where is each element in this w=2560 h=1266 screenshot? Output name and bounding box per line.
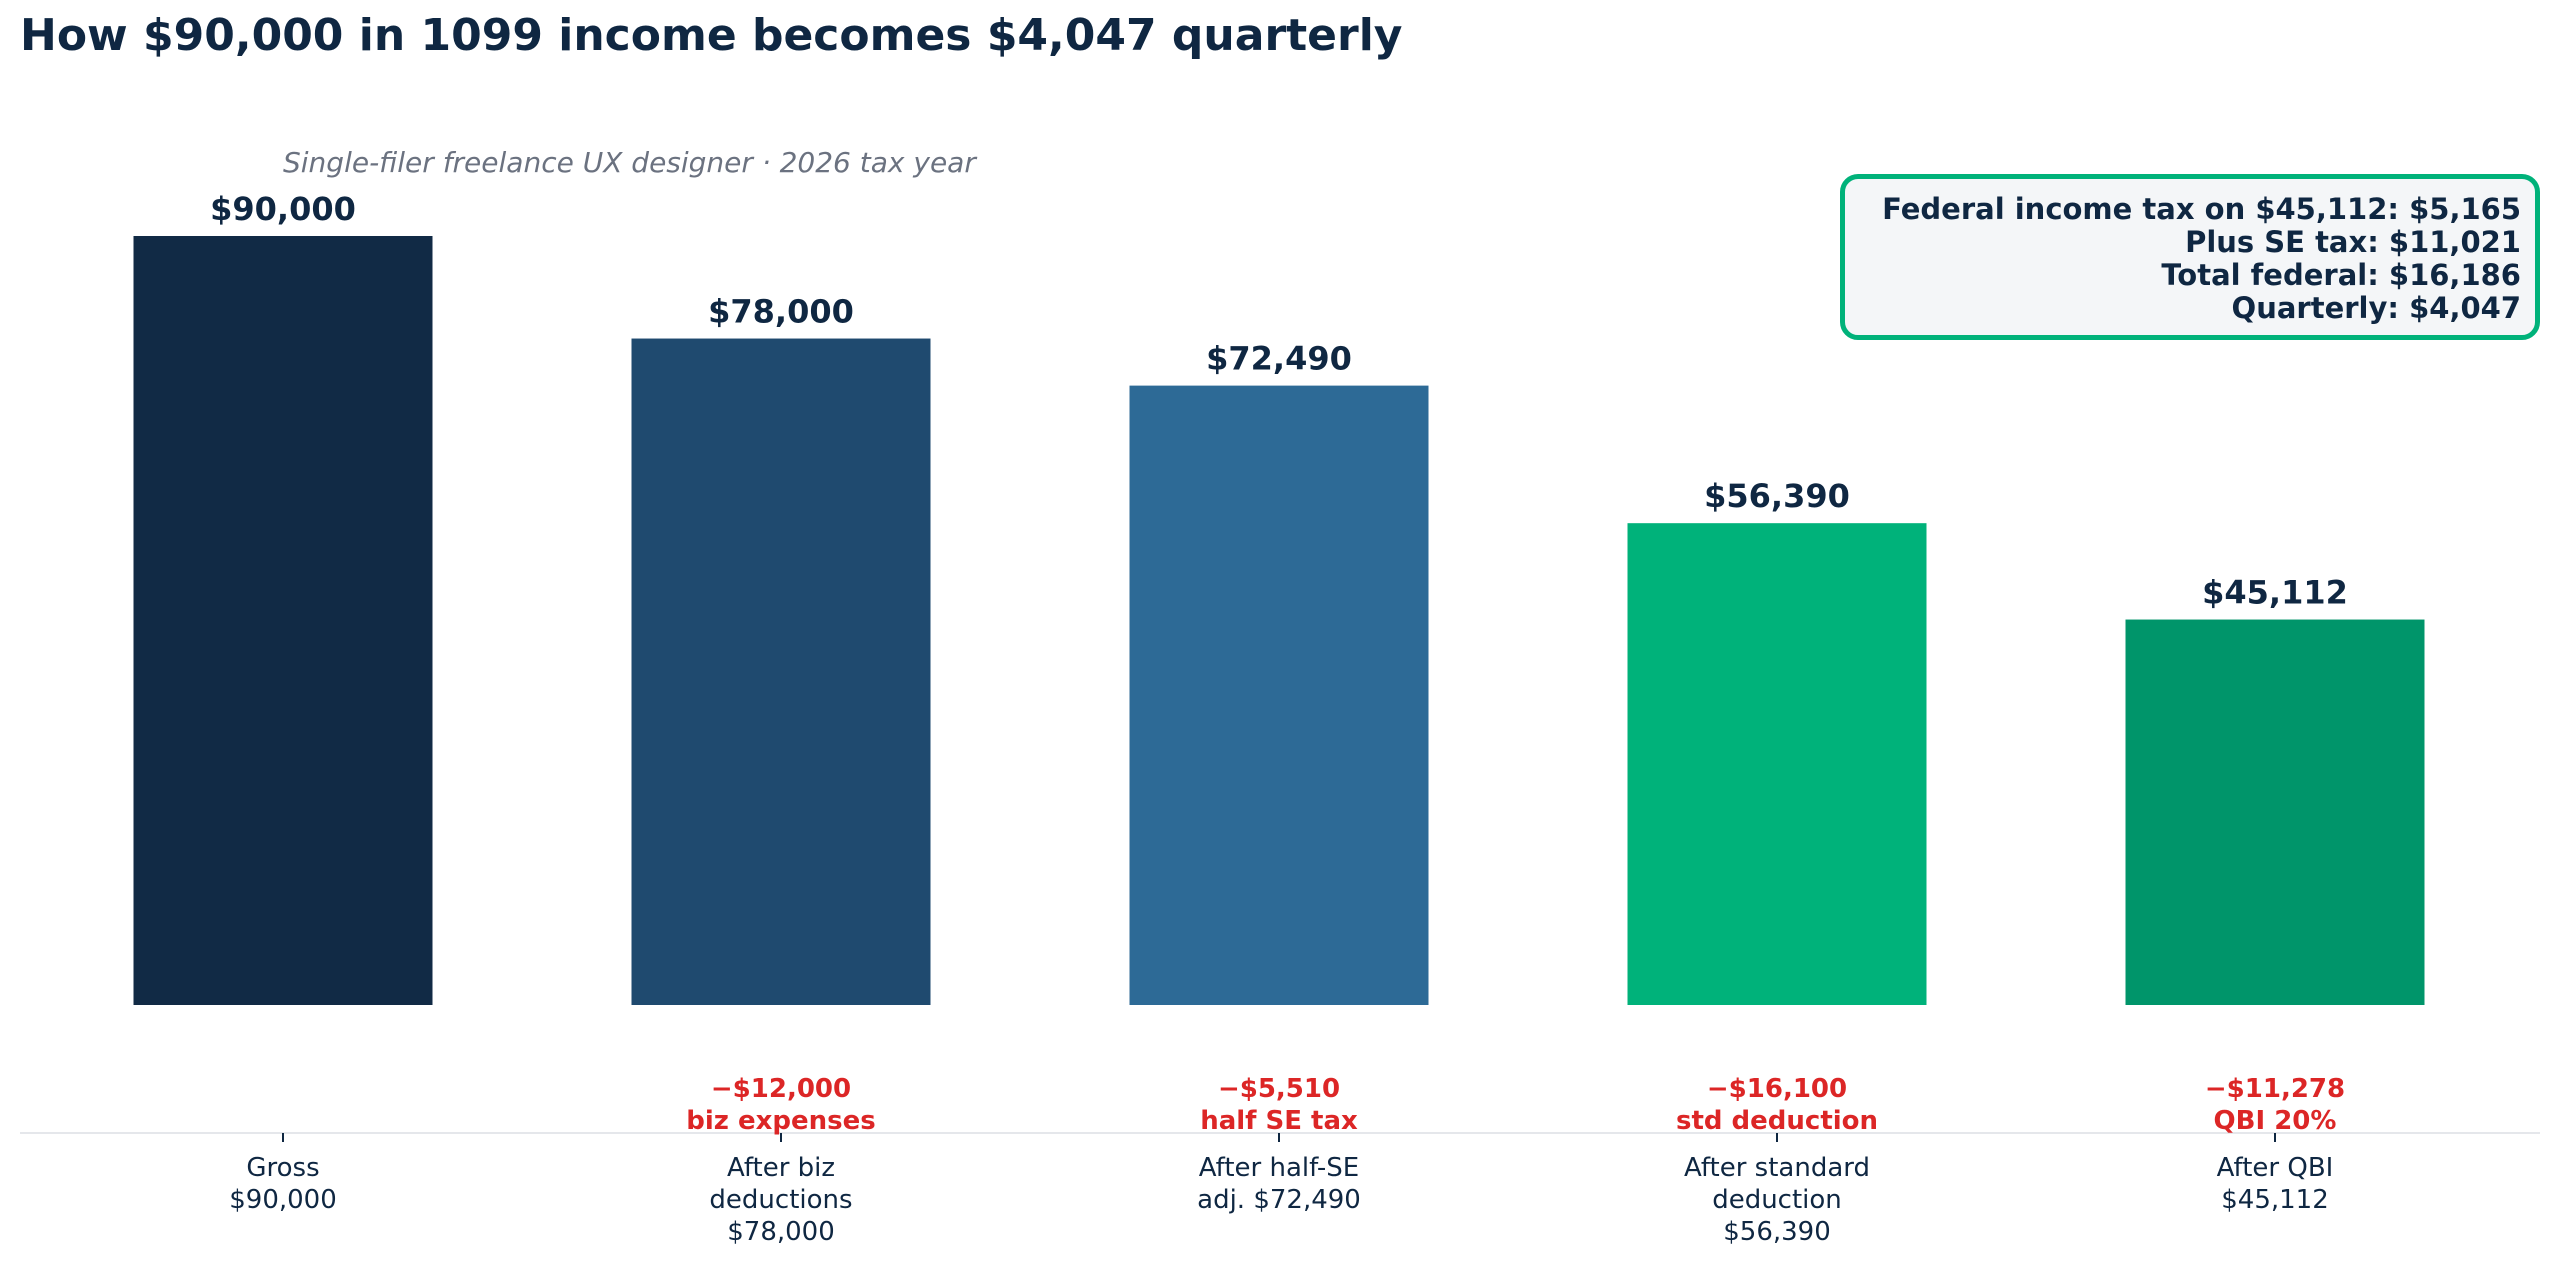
deduction-amount-1: −$12,000 <box>711 1074 851 1104</box>
bar-4 <box>2125 619 2425 1005</box>
summary-line-quarterly: Quarterly: $4,047 <box>2231 291 2521 325</box>
summary-line-income-tax: Federal income tax on $45,112: $5,165 <box>1882 192 2521 226</box>
deduction-amount-4: −$11,278 <box>2205 1074 2345 1104</box>
value-label-4: $45,112 <box>2202 574 2348 612</box>
bar-2 <box>1129 385 1429 1005</box>
x-tick-label-2-1: adj. $72,490 <box>1197 1185 1361 1215</box>
x-tick-label-0-1: $90,000 <box>229 1185 337 1215</box>
deduction-amount-3: −$16,100 <box>1707 1074 1847 1104</box>
value-label-2: $72,490 <box>1206 340 1352 378</box>
x-tick-label-3-0: After standard <box>1684 1153 1870 1183</box>
x-tick-label-0-0: Gross <box>246 1153 319 1183</box>
x-tick-label-3-1: deduction <box>1712 1185 1842 1215</box>
bar-0 <box>133 236 433 1005</box>
summary-line-total-federal: Total federal: $16,186 <box>2161 258 2521 292</box>
summary-box: Federal income tax on $45,112: $5,165 Pl… <box>1840 174 2540 340</box>
x-tick-label-1-1: deductions <box>709 1185 852 1215</box>
deduction-amount-2: −$5,510 <box>1218 1074 1340 1104</box>
deduction-label-4: QBI 20% <box>2214 1106 2337 1136</box>
value-label-1: $78,000 <box>708 293 854 331</box>
chart-title: How $90,000 in 1099 income becomes $4,04… <box>20 10 1403 61</box>
x-tick-label-2-0: After half-SE <box>1199 1153 1359 1183</box>
x-tick-label-4-1: $45,112 <box>2221 1185 2329 1215</box>
deduction-label-1: biz expenses <box>686 1106 875 1136</box>
bar-1 <box>631 338 931 1005</box>
chart-subtitle: Single-filer freelance UX designer · 202… <box>283 146 976 179</box>
x-tick-label-3-2: $56,390 <box>1723 1217 1831 1247</box>
bar-3 <box>1627 523 1927 1005</box>
x-tick-label-1-0: After biz <box>727 1153 835 1183</box>
deduction-label-2: half SE tax <box>1200 1106 1358 1136</box>
x-tick-label-1-2: $78,000 <box>727 1217 835 1247</box>
value-label-0: $90,000 <box>210 190 356 228</box>
x-tick-label-4-0: After QBI <box>2217 1153 2334 1183</box>
value-label-3: $56,390 <box>1704 477 1850 515</box>
summary-line-se-tax: Plus SE tax: $11,021 <box>2185 225 2521 259</box>
deduction-label-3: std deduction <box>1676 1106 1878 1136</box>
